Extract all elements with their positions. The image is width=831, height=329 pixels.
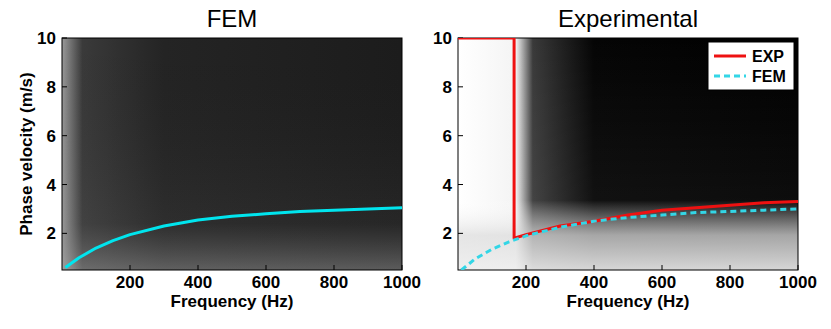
x-tick bbox=[266, 265, 267, 270]
title: FEM bbox=[207, 5, 258, 32]
series-line bbox=[65, 208, 402, 268]
y-tick-label: 10 bbox=[433, 29, 452, 48]
y-tick-label: 6 bbox=[47, 127, 56, 146]
y-tick bbox=[62, 135, 67, 136]
x-tick bbox=[730, 265, 731, 270]
y-tick-label: 4 bbox=[47, 176, 57, 195]
frame bbox=[458, 38, 798, 270]
y-tick bbox=[458, 135, 463, 136]
series-group bbox=[458, 38, 798, 270]
x-tick bbox=[402, 265, 403, 270]
y-tick bbox=[62, 184, 67, 185]
y-tick-label: 4 bbox=[443, 176, 453, 195]
y-tick-label: 8 bbox=[47, 78, 56, 97]
y-tick-label: 6 bbox=[443, 127, 452, 146]
x-tick-label: 200 bbox=[116, 273, 144, 292]
panel: 200 400 600 800 1000 2 4 6 8 10 Experimental Freque… bbox=[433, 5, 817, 311]
y-tick bbox=[458, 184, 463, 185]
x-tick bbox=[198, 265, 199, 270]
x-tick bbox=[798, 265, 799, 270]
legend-swatch bbox=[714, 75, 746, 78]
legend-label: EXP bbox=[752, 48, 784, 65]
y-tick-label: 10 bbox=[37, 29, 56, 48]
y-tick-label: 2 bbox=[47, 224, 56, 243]
x-tick bbox=[662, 265, 663, 270]
x-tick-label: 400 bbox=[184, 273, 212, 292]
x-tick bbox=[130, 265, 131, 270]
y-tick bbox=[458, 233, 463, 234]
y-tick-label: 8 bbox=[443, 78, 452, 97]
background bbox=[458, 38, 798, 270]
figure: 200 400 600 800 1000 2 4 6 8 10 FEM Frequency (Hz) P… bbox=[0, 0, 831, 329]
y-tick bbox=[458, 86, 463, 87]
x-tick bbox=[334, 265, 335, 270]
y-tick bbox=[62, 38, 67, 39]
background bbox=[62, 38, 402, 270]
legend-box bbox=[708, 42, 794, 90]
x-tick-label: 600 bbox=[252, 273, 280, 292]
background bbox=[62, 38, 402, 270]
background bbox=[458, 38, 798, 270]
x-tick bbox=[526, 265, 527, 270]
x-axis-title: Frequency (Hz) bbox=[567, 292, 690, 311]
series-line bbox=[461, 209, 798, 270]
x-tick-label: 1000 bbox=[779, 273, 817, 292]
title: Experimental bbox=[558, 5, 698, 32]
x-tick-label: 600 bbox=[648, 273, 676, 292]
legend: EXP FEM bbox=[708, 42, 794, 90]
legend-swatch bbox=[714, 55, 746, 58]
y-tick bbox=[62, 233, 67, 234]
legend-label: FEM bbox=[752, 68, 786, 85]
y-axis-title: Phase velocity (m/s) bbox=[17, 72, 36, 235]
x-tick-label: 200 bbox=[512, 273, 540, 292]
x-tick-label: 800 bbox=[320, 273, 348, 292]
panel: 200 400 600 800 1000 2 4 6 8 10 FEM Frequency (Hz) P… bbox=[17, 5, 421, 311]
x-tick-label: 400 bbox=[580, 273, 608, 292]
x-axis-title: Frequency (Hz) bbox=[171, 292, 294, 311]
y-tick-label: 2 bbox=[443, 224, 452, 243]
frame bbox=[62, 38, 402, 270]
x-tick-label: 1000 bbox=[383, 273, 421, 292]
y-tick bbox=[62, 86, 67, 87]
x-tick-label: 800 bbox=[716, 273, 744, 292]
x-tick bbox=[594, 265, 595, 270]
series-group bbox=[65, 208, 402, 268]
series-line bbox=[458, 38, 798, 238]
